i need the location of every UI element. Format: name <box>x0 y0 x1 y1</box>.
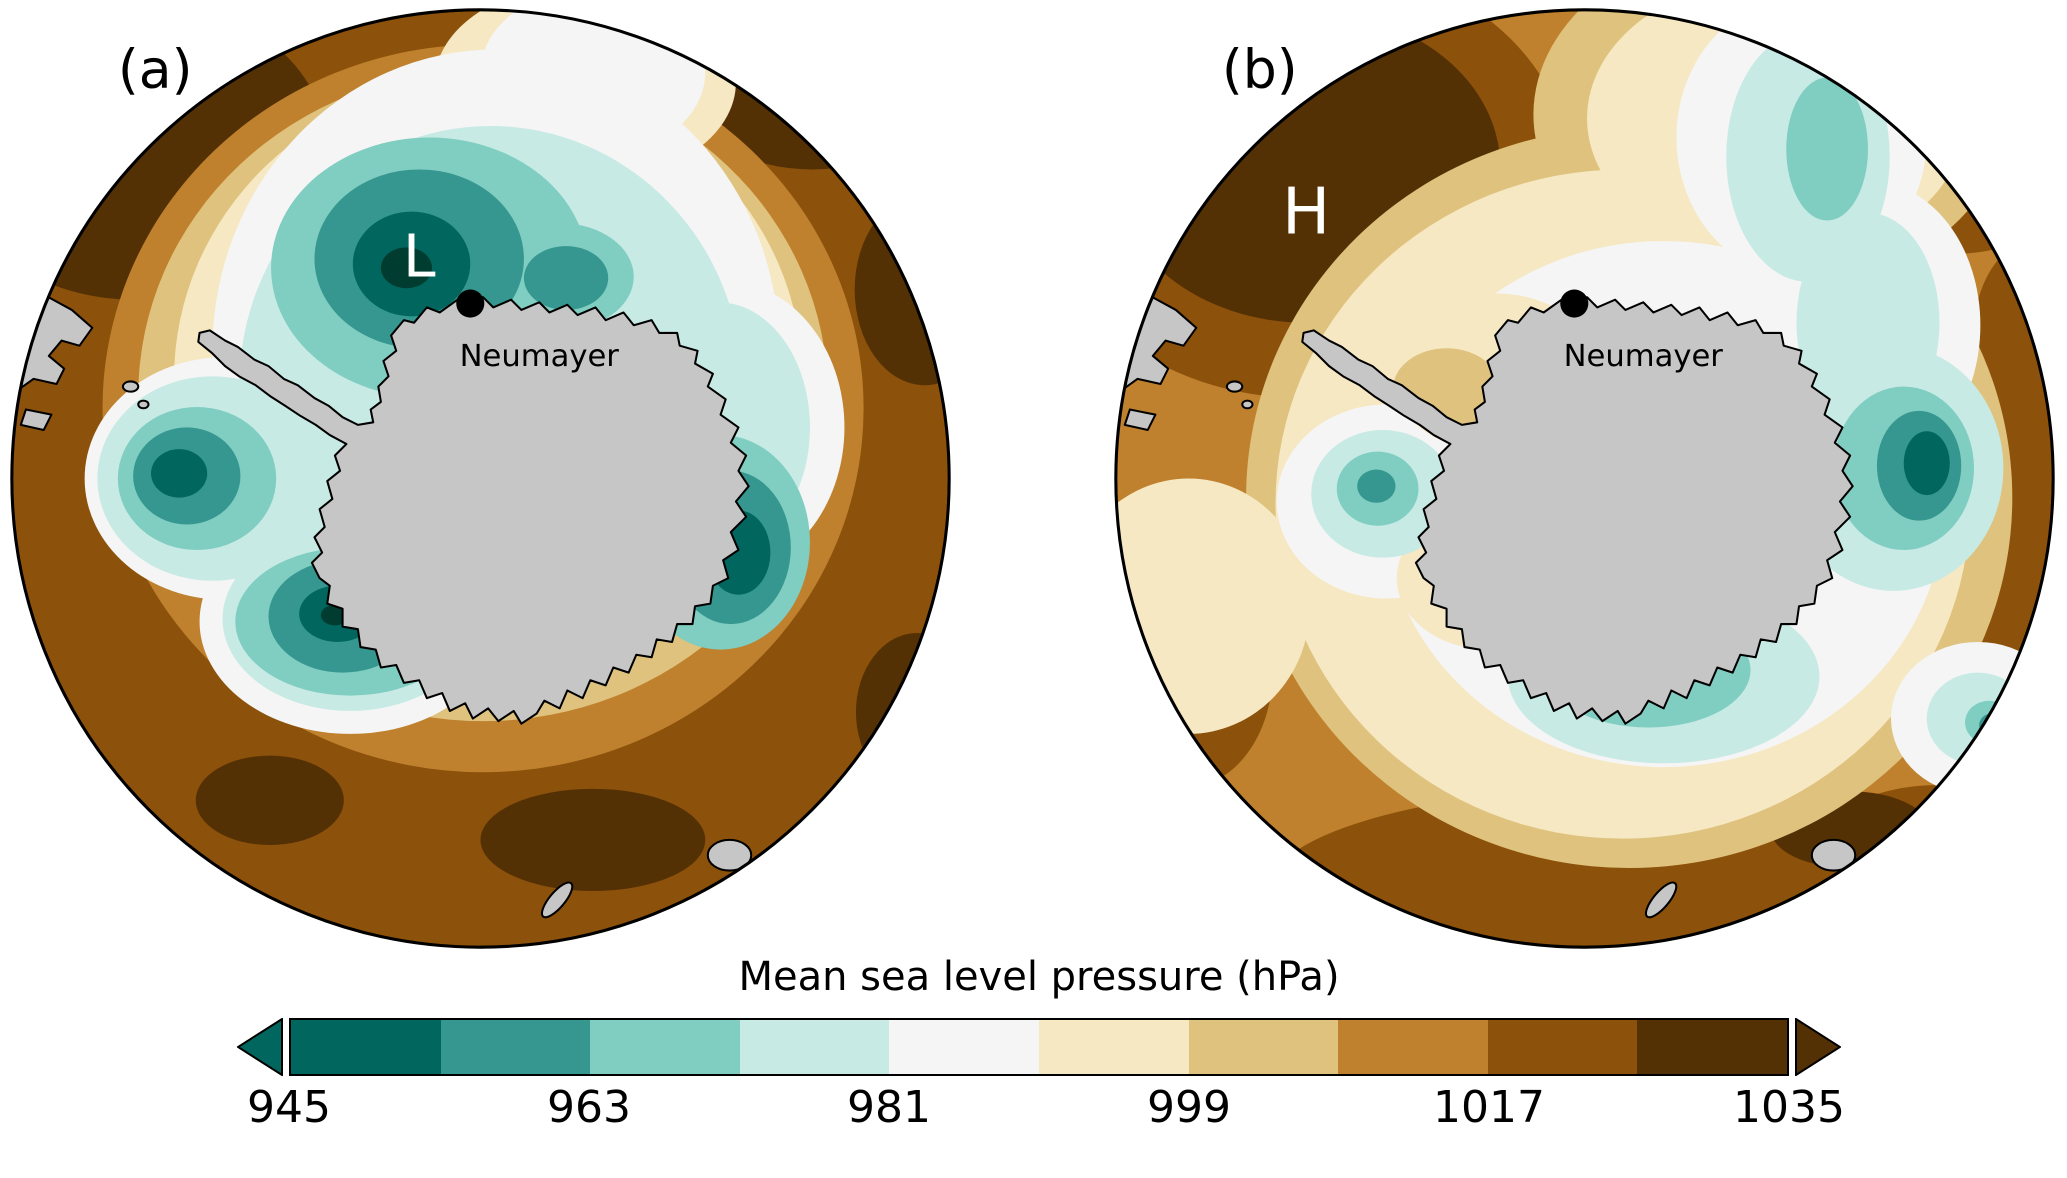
colorbar-tick-label: 1017 <box>1433 1082 1545 1133</box>
colorbar-tick-label: 981 <box>847 1082 931 1133</box>
colorbar-segment <box>1188 1020 1339 1074</box>
pressure-map-b: (b) H Neumayer <box>1114 8 2055 949</box>
colorbar-segment <box>291 1020 441 1074</box>
colorbar-segment <box>1487 1020 1638 1074</box>
colorbar-segment <box>739 1020 890 1074</box>
colorbar-segment <box>1637 1020 1787 1074</box>
colorbar-tick-label: 1035 <box>1733 1082 1845 1133</box>
panel-letter: (a) <box>118 38 193 101</box>
colorbar-segment <box>590 1020 740 1074</box>
colorbar-tick-label: 999 <box>1147 1082 1231 1133</box>
station-label: Neumayer <box>460 339 620 374</box>
colorbar-ticks: 945 963 981 999 1017 1035 <box>247 1082 1845 1136</box>
colorbar-left-arrow <box>237 1018 283 1076</box>
colorbar-title: Mean sea level pressure (hPa) <box>738 954 1340 1000</box>
panel-a: (a) L Neumayer <box>8 6 953 951</box>
colorbar <box>237 1018 1841 1076</box>
colorbar-tick-label: 945 <box>247 1082 331 1133</box>
colorbar-right-arrow-shape <box>1795 1018 1841 1076</box>
colorbar-segment <box>1338 1020 1488 1074</box>
colorbar-segments <box>289 1018 1789 1076</box>
panel-letter: (b) <box>1222 38 1298 101</box>
colorbar-left-arrow-shape <box>237 1018 283 1076</box>
panel-b: (b) H Neumayer <box>1112 6 2057 951</box>
colorbar-segment <box>889 1020 1039 1074</box>
station-dot <box>456 289 485 318</box>
colorbar-segment <box>440 1020 591 1074</box>
contour-field-a <box>11 9 950 948</box>
colorbar-tick-label: 963 <box>547 1082 631 1133</box>
low-pressure-label: L <box>403 222 436 291</box>
map-boundary <box>10 8 951 949</box>
colorbar-right-arrow <box>1795 1018 1841 1076</box>
colorbar-segment <box>1038 1020 1189 1074</box>
map-boundary <box>1114 8 2055 949</box>
high-pressure-label: H <box>1282 175 1330 249</box>
station-dot <box>1560 289 1589 318</box>
pressure-map-a: (a) L Neumayer <box>10 8 951 949</box>
station-label: Neumayer <box>1564 339 1724 374</box>
